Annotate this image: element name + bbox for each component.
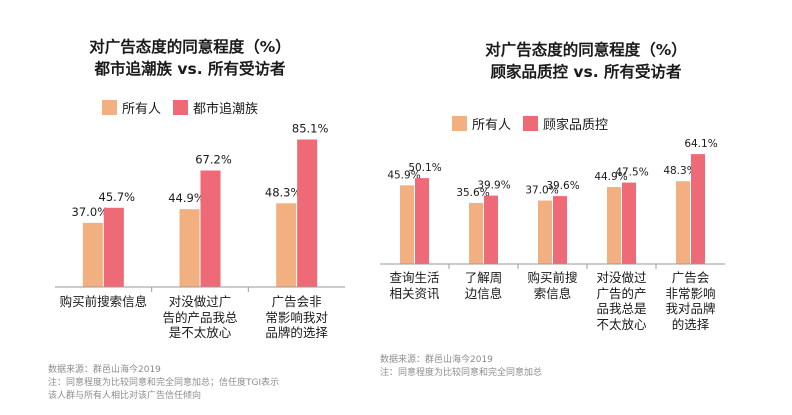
- source-note: 数据来源：群邑山海今2019: [380, 355, 493, 365]
- category-label: 查询生活 相关资讯: [389, 270, 440, 301]
- category-label: 购买前搜索信息: [59, 294, 148, 309]
- legend-label-all: 所有人: [472, 118, 512, 133]
- data-label: 39.6%: [546, 180, 579, 192]
- chart-footnote: 数据来源：群邑山海今2019 注：同意程度为比较同意和完全同意加总；信任度TGI…: [48, 364, 279, 403]
- bar-chart-plot: 45.9%50.1% 35.6%39.9% 37.0%39.6% 44.9%47.5%…: [380, 138, 725, 269]
- chart-title-line-2: 都市追潮族 vs. 所有受访者: [94, 60, 286, 78]
- data-label: 45.9%: [387, 169, 420, 181]
- chart-legend: 所有人 顾家品质控: [452, 114, 620, 133]
- data-label: 64.1%: [684, 138, 717, 150]
- data-label: 35.6%: [456, 187, 489, 199]
- data-label: 85.1%: [292, 121, 329, 135]
- data-label: 44.9%: [594, 171, 627, 183]
- data-label: 37.0%: [525, 185, 558, 197]
- source-note: 数据来源：群邑山海今2019: [48, 365, 161, 375]
- bar-group: [553, 196, 567, 264]
- data-label: 48.3%: [663, 165, 696, 177]
- chart-title-line-1: 对广告态度的同意程度（%）: [485, 41, 687, 59]
- data-label: 67.2%: [195, 153, 232, 167]
- chart-title: 对广告态度的同意程度（%） 都市追潮族 vs. 所有受访者: [0, 36, 380, 80]
- bar-group: [200, 170, 221, 287]
- legend-item-group: 顾家品质控: [523, 114, 608, 133]
- category-label: 了解周 边信息: [464, 270, 503, 301]
- chart-footnote: 数据来源：群邑山海今2019 注：同意程度为比较同意和完全同意加总: [380, 354, 542, 380]
- chart-title-line-1: 对广告态度的同意程度（%）: [89, 38, 291, 56]
- bar-all: [469, 202, 483, 264]
- chart-title-line-2: 顾家品质控 vs. 所有受访者: [490, 63, 682, 81]
- category-label: 购买前搜 索信息: [527, 270, 578, 301]
- footnote-line-1: 注：同意程度为比较同意和完全同意加总: [380, 368, 543, 378]
- data-label: 50.1%: [408, 162, 441, 174]
- chart-legend: 所有人 都市追潮族: [102, 98, 270, 117]
- category-label: 对没做过 广告的产 品我总是 不太放心: [596, 270, 647, 332]
- chart-panel-urban-trendsetters: 对广告态度的同意程度（%） 都市追潮族 vs. 所有受访者 所有人 都市追潮族 …: [0, 0, 380, 415]
- bar-all: [538, 200, 552, 264]
- data-label: 48.3%: [265, 185, 302, 199]
- bar-group: [484, 195, 498, 264]
- bar-chart-plot: 37.0%45.7% 44.9% 67.2% 48.3% 85.1%: [55, 121, 345, 292]
- legend-label-group: 顾家品质控: [543, 118, 609, 133]
- data-label: 44.9%: [168, 191, 205, 205]
- bar-group: [103, 207, 124, 287]
- legend-swatch-all: [102, 100, 117, 115]
- bar-all: [607, 187, 621, 264]
- legend-item-all: 所有人: [102, 98, 161, 117]
- bar-all: [400, 185, 414, 264]
- bar-all: [179, 209, 200, 287]
- bar-group: [297, 139, 318, 287]
- legend-swatch-group: [173, 100, 189, 115]
- bar-group: [415, 178, 429, 264]
- data-label: 47.5%: [615, 167, 648, 179]
- bar-group: [691, 154, 705, 264]
- data-label: 45.7%: [99, 190, 136, 204]
- data-label: 37.0%: [72, 205, 109, 219]
- bar-all: [276, 203, 297, 287]
- legend-item-group: 都市追潮族: [173, 98, 258, 117]
- legend-swatch-group: [523, 116, 539, 131]
- legend-label-all: 所有人: [122, 102, 162, 117]
- chart-panel-home-quality: 对广告态度的同意程度（%） 顾家品质控 vs. 所有受访者 所有人 顾家品质控 …: [380, 0, 792, 415]
- bar-all: [82, 222, 103, 287]
- data-label: 39.9%: [477, 180, 510, 192]
- legend-swatch-all: [452, 116, 467, 131]
- bar-all: [676, 181, 690, 264]
- legend-item-all: 所有人: [452, 114, 511, 133]
- category-label: 广告会 非常影响 我对品牌 的选择: [665, 270, 716, 332]
- category-label: 对没做过广 告的产品我总 是不太放心: [162, 294, 238, 340]
- bar-group: [622, 182, 636, 264]
- footnote-line-2: 该人群与所有人相比对该广告信任倾向: [48, 391, 202, 401]
- legend-label-group: 都市追潮族: [193, 102, 259, 117]
- footnote-line-1: 注：同意程度为比较同意和完全同意加总；信任度TGI表示: [48, 378, 280, 388]
- category-label: 广告会非 常影响我对 品牌的选择: [265, 294, 328, 340]
- chart-title: 对广告态度的同意程度（%） 顾家品质控 vs. 所有受访者: [380, 39, 792, 83]
